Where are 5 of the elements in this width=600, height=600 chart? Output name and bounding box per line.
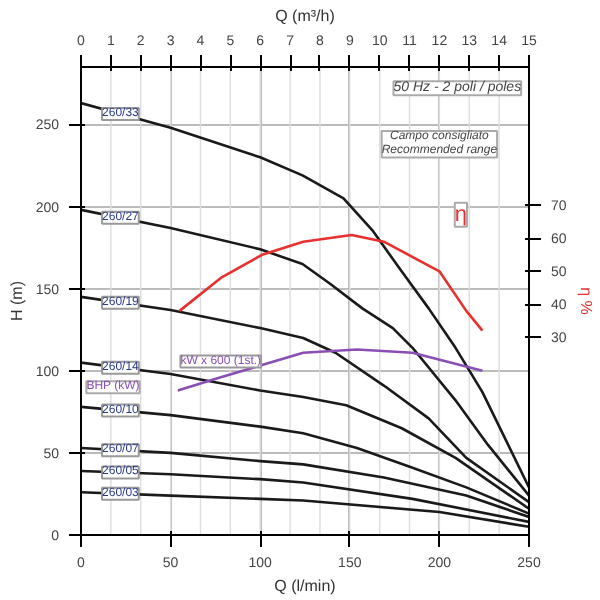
x-axis-title: Q (l/min) bbox=[274, 577, 337, 595]
y2-axis-title: η % bbox=[576, 287, 595, 315]
x2-axis-title: Q (m³/h) bbox=[275, 7, 336, 25]
y-axis-title: H (m) bbox=[7, 280, 26, 321]
annotation: η bbox=[454, 202, 468, 227]
